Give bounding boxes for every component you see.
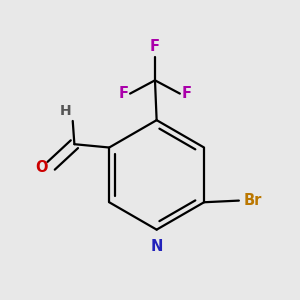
Text: N: N — [150, 239, 163, 254]
Text: O: O — [35, 160, 48, 175]
Text: H: H — [59, 104, 71, 118]
Text: F: F — [118, 86, 128, 101]
Text: Br: Br — [244, 193, 262, 208]
Text: F: F — [182, 86, 191, 101]
Text: F: F — [150, 39, 160, 54]
